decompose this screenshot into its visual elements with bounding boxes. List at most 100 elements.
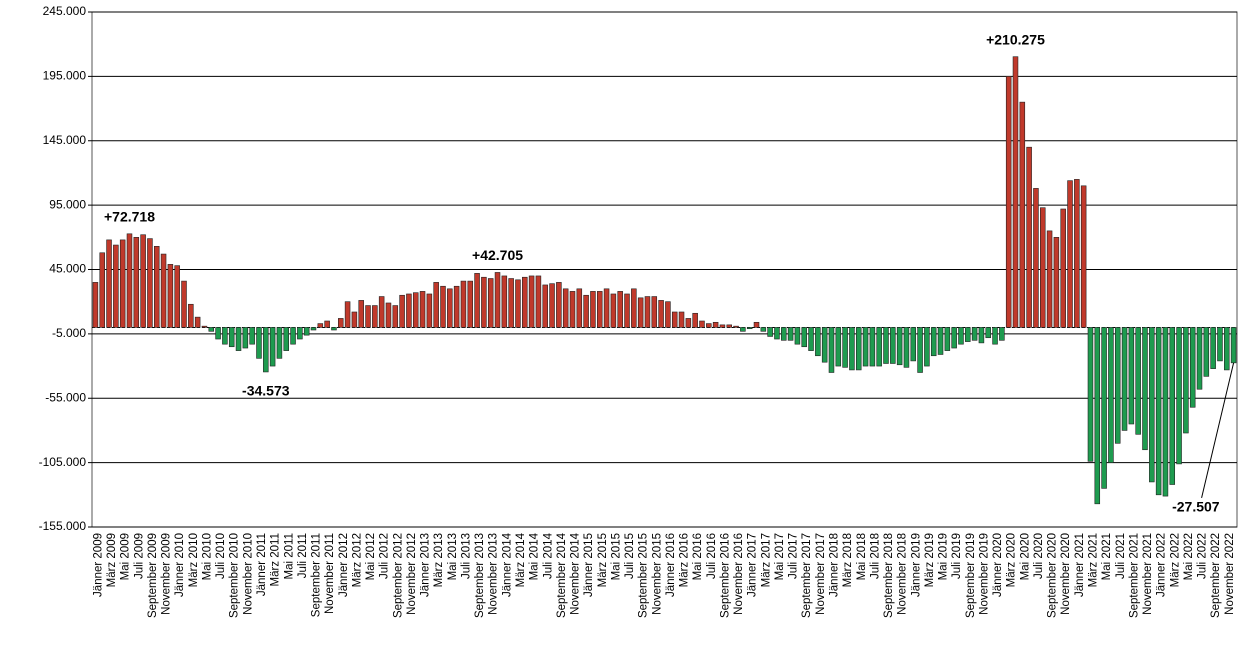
- bar: [1012, 56, 1019, 328]
- bar: [815, 327, 821, 357]
- bar: [406, 293, 412, 328]
- x-tick-label: September 2017: [801, 533, 813, 618]
- bar: [378, 296, 385, 328]
- x-tick-label: März 2021: [1087, 533, 1099, 587]
- bar: [440, 285, 446, 328]
- bar: [685, 318, 692, 328]
- bar: [549, 283, 555, 328]
- bar: [821, 327, 828, 363]
- x-tick-label: November 2020: [1060, 533, 1072, 615]
- bar: [999, 327, 1005, 341]
- x-tick-label: März 2016: [679, 533, 691, 587]
- x-tick-label: September 2016: [719, 533, 731, 618]
- y-tick-label: -55.000: [45, 390, 86, 404]
- bar: [1074, 179, 1080, 328]
- bar: [412, 292, 419, 328]
- bar: [658, 300, 664, 328]
- bar: [719, 324, 726, 328]
- bar: [1067, 180, 1073, 328]
- bar: [1019, 101, 1026, 328]
- bar: [1203, 327, 1210, 377]
- bar: [1040, 207, 1046, 328]
- bar: [992, 327, 998, 345]
- x-tick-label: September 2020: [1047, 533, 1059, 618]
- bar: [712, 321, 719, 328]
- bar: [787, 327, 794, 341]
- bar: [706, 323, 712, 328]
- bar: [194, 316, 201, 328]
- bar: [596, 291, 603, 328]
- x-tick-label: Juli 2018: [869, 533, 881, 579]
- x-tick-label: Juli 2009: [133, 533, 145, 579]
- bar: [1230, 327, 1237, 364]
- y-tick-label: -105.000: [39, 455, 87, 469]
- bar: [855, 327, 862, 371]
- x-tick-label: November 2022: [1224, 533, 1236, 615]
- x-tick-label: Jänner 2020: [992, 533, 1004, 597]
- bar: [372, 305, 378, 328]
- bar: [651, 296, 658, 328]
- bar: [985, 327, 991, 339]
- bar: [692, 312, 698, 328]
- bar: [542, 284, 548, 328]
- x-tick-label: Mai 2022: [1183, 533, 1195, 580]
- y-tick-label: -5.000: [52, 326, 86, 340]
- bar: [153, 246, 160, 328]
- x-tick-label: Jänner 2019: [910, 533, 922, 597]
- bar: [419, 291, 426, 328]
- bar: [508, 278, 514, 328]
- bar: [828, 327, 835, 373]
- bar: [324, 320, 330, 328]
- bar: [978, 327, 985, 344]
- bar: [726, 324, 733, 328]
- bar: [1196, 327, 1203, 390]
- x-tick-label: Mai 2021: [1101, 533, 1113, 580]
- bar: [835, 327, 842, 367]
- bar: [126, 233, 133, 328]
- bar: [603, 288, 610, 328]
- bar: [106, 239, 112, 328]
- x-tick-label: Jänner 2017: [747, 533, 759, 597]
- bar: [1217, 327, 1223, 362]
- bar: [528, 275, 535, 328]
- bar: [699, 320, 705, 328]
- bar: [556, 282, 562, 328]
- bar: [808, 327, 814, 351]
- bar: [1189, 327, 1196, 408]
- bar: [181, 280, 187, 328]
- bar: [671, 311, 678, 328]
- y-tick-label: -155.000: [39, 519, 87, 533]
- bar: [1224, 327, 1230, 371]
- bar: [501, 275, 508, 328]
- bar: [1114, 327, 1121, 444]
- bar: [249, 327, 255, 345]
- x-tick-label: September 2012: [392, 533, 404, 618]
- x-tick-label: November 2010: [242, 533, 254, 615]
- x-tick-label: Jänner 2012: [338, 533, 350, 597]
- data-label: +42.705: [472, 247, 523, 263]
- bar: [235, 327, 242, 351]
- bar: [610, 293, 617, 328]
- x-tick-label: November 2018: [897, 533, 909, 615]
- bar: [637, 297, 644, 328]
- x-tick-label: Juli 2011: [297, 533, 309, 578]
- x-tick-label: Juli 2017: [788, 533, 800, 579]
- bar: [263, 327, 269, 373]
- bar: [1108, 327, 1114, 463]
- bar: [453, 285, 460, 328]
- bar: [283, 327, 289, 351]
- bar: [1149, 327, 1155, 483]
- bar: [188, 303, 194, 328]
- x-tick-label: Juli 2020: [1033, 533, 1045, 579]
- bar: [760, 327, 767, 332]
- bar: [351, 311, 358, 328]
- bar: [1060, 208, 1066, 328]
- y-tick-label: 145.000: [43, 133, 87, 147]
- bar: [1210, 327, 1216, 369]
- bar: [426, 293, 433, 328]
- bar: [228, 327, 235, 348]
- x-tick-label: November 2013: [488, 533, 500, 615]
- bar: [1080, 185, 1087, 328]
- bar: [522, 276, 528, 328]
